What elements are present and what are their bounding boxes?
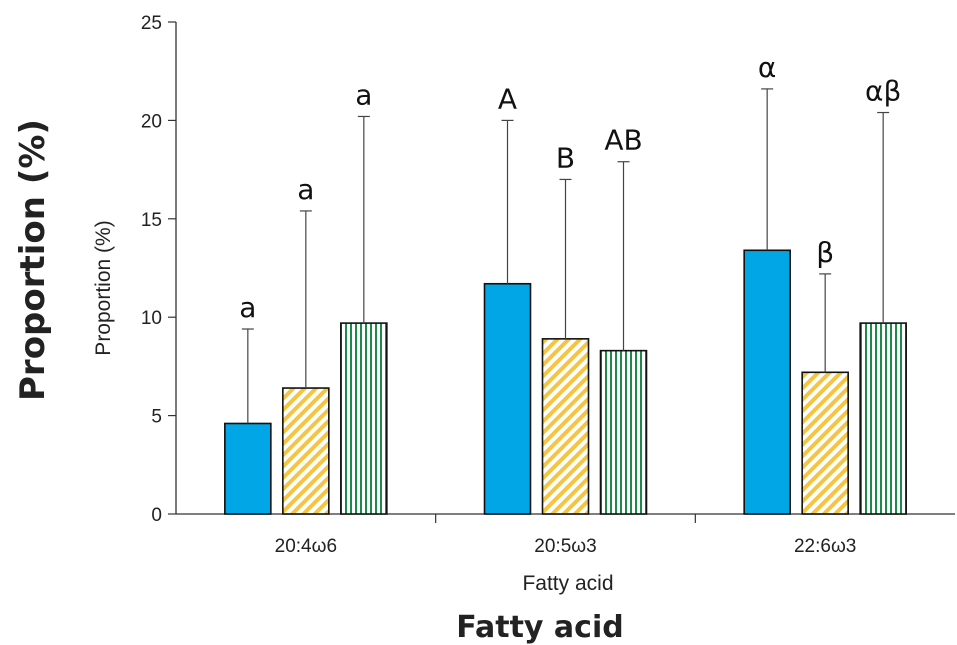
bar [859,322,907,515]
y-axis-title: Proportion (%) [92,220,115,355]
y-tick-label: 15 [141,210,162,231]
bar [541,338,590,515]
bar [801,371,849,515]
bar [743,249,791,515]
bar [599,349,648,515]
y-axis-title-overlay: Proportion (%) [13,119,53,401]
significance-label: a [297,173,314,206]
bar [483,282,532,515]
significance-label: B [556,141,575,174]
y-tick-label: 25 [141,13,162,34]
error-bars [241,88,890,424]
x-tick-label: 20:5ω3 [534,536,596,557]
significance-label: αβ [865,75,901,108]
significance-label: AB [604,124,642,157]
bars [224,249,907,515]
y-tick-label: 20 [141,111,162,132]
x-tick-label: 20:4ω6 [275,536,337,557]
x-tick-label: 22:6ω3 [794,536,856,557]
bar [340,322,388,515]
axes: 0 5 10 15 20 25 20:4ω6 20:5ω3 22:6ω3 [141,13,955,557]
x-axis-title: Fatty acid [522,572,613,595]
y-tick-label: 5 [151,407,162,428]
significance-label: a [355,78,372,111]
bar [224,422,272,515]
y-tick-label: 10 [141,308,162,329]
x-axis-title-overlay: Fatty acid [456,610,623,645]
y-tick-label: 0 [151,505,162,526]
bar [282,387,330,515]
significance-label: α [758,51,776,84]
significance-label: A [498,82,517,115]
significance-label: β [816,236,834,269]
significance-label: a [239,291,256,324]
